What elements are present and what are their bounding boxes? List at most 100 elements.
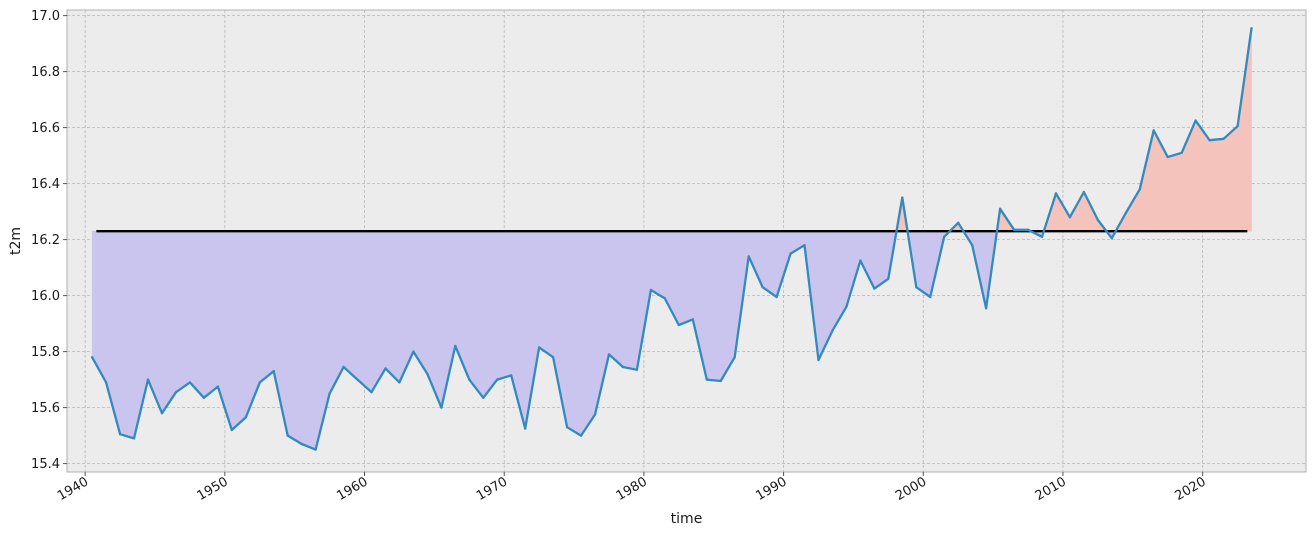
x-tick-label: 1990 — [753, 474, 789, 504]
data-point — [1180, 151, 1183, 154]
data-point — [523, 427, 527, 430]
data-point — [970, 244, 974, 247]
data-point — [1012, 228, 1016, 231]
data-point — [496, 378, 499, 381]
data-point — [1208, 139, 1211, 142]
fill-below-baseline — [608, 230, 624, 368]
data-point — [621, 365, 625, 369]
data-point — [412, 350, 415, 353]
data-point — [1194, 119, 1197, 122]
data-point — [803, 244, 806, 247]
data-point — [887, 277, 890, 280]
data-point — [509, 374, 513, 377]
data-point — [1138, 188, 1141, 191]
data-point — [216, 385, 220, 388]
fill-below-baseline — [678, 230, 694, 326]
fill-below-baseline — [706, 230, 722, 382]
data-point — [440, 406, 443, 409]
data-point — [314, 448, 317, 451]
data-point — [118, 433, 122, 436]
data-point — [1250, 27, 1253, 30]
data-point — [1096, 218, 1100, 222]
y-tick-label: 16.8 — [31, 65, 60, 80]
y-axis-label: t2m — [8, 227, 24, 255]
x-tick-label: 2010 — [1033, 474, 1069, 504]
data-point — [817, 358, 820, 362]
y-tick-label: 15.8 — [31, 345, 60, 360]
fill-below-baseline — [468, 230, 484, 399]
data-point — [915, 286, 918, 289]
data-point — [663, 297, 667, 300]
fill-below-baseline — [762, 230, 777, 298]
data-point — [593, 413, 597, 416]
x-tick-label: 1950 — [195, 474, 231, 504]
plot-frame — [66, 9, 1307, 473]
x-tick-label: 1940 — [55, 474, 91, 504]
data-point — [286, 434, 289, 437]
data-point — [356, 378, 359, 381]
fill-below-baseline — [119, 230, 135, 439]
data-point — [649, 288, 653, 292]
fill-below-baseline — [161, 230, 177, 415]
x-tick-label: 1980 — [614, 474, 650, 504]
data-point — [873, 287, 876, 290]
data-point — [244, 416, 247, 419]
fill-below-baseline — [482, 230, 498, 399]
data-point — [929, 295, 932, 299]
data-point — [956, 221, 960, 224]
data-point — [984, 307, 988, 310]
y-tick-label: 15.6 — [31, 401, 60, 416]
data-point — [230, 428, 234, 432]
fill-below-baseline — [259, 230, 275, 384]
data-point — [188, 381, 192, 384]
series-line-t2m — [91, 28, 1253, 451]
fill-below-baseline — [231, 230, 247, 431]
data-point — [565, 426, 569, 429]
fill-below-baseline — [496, 230, 512, 381]
fill-below-baseline — [650, 230, 666, 299]
data-point — [1236, 125, 1239, 128]
fill-below-baseline — [203, 230, 219, 399]
data-point — [370, 391, 373, 394]
fill-below-baseline — [287, 230, 302, 445]
data-point — [901, 196, 904, 199]
data-point — [607, 353, 611, 356]
data-point — [1068, 216, 1072, 219]
data-point — [998, 207, 1002, 210]
fill-above-baseline — [1209, 138, 1224, 232]
data-point — [328, 392, 331, 395]
data-point — [1040, 235, 1044, 238]
data-point — [468, 378, 471, 381]
fill-below-baseline — [538, 230, 554, 358]
data-point — [705, 378, 708, 381]
fill-areas — [91, 28, 1252, 451]
data-point — [831, 329, 834, 332]
data-point — [342, 365, 345, 369]
data-point — [579, 434, 583, 437]
data-point — [174, 391, 178, 394]
data-point — [789, 252, 792, 255]
data-point — [551, 356, 555, 359]
data-point — [677, 323, 681, 327]
data-point — [859, 259, 862, 262]
data-point — [1152, 129, 1155, 132]
fill-below-baseline — [915, 230, 931, 298]
fill-below-baseline — [189, 230, 205, 399]
data-point — [160, 412, 164, 415]
data-point — [272, 370, 275, 373]
data-point — [1124, 211, 1128, 215]
data-point — [482, 396, 485, 399]
y-tick-label: 17.0 — [31, 9, 60, 24]
y-tick-label: 16.2 — [31, 233, 60, 248]
fill-above-baseline — [1223, 125, 1238, 232]
data-point — [398, 381, 401, 384]
data-point — [775, 295, 778, 299]
fill-below-baseline — [175, 230, 191, 393]
data-point — [943, 235, 946, 238]
y-tick-labels: 15.4 15.6 15.8 16.0 16.2 16.4 16.6 16.8 17.0 — [31, 9, 67, 472]
data-point — [384, 367, 387, 370]
fill-below-baseline — [413, 230, 428, 376]
fill-below-baseline — [580, 230, 596, 437]
data-point — [1222, 137, 1225, 140]
